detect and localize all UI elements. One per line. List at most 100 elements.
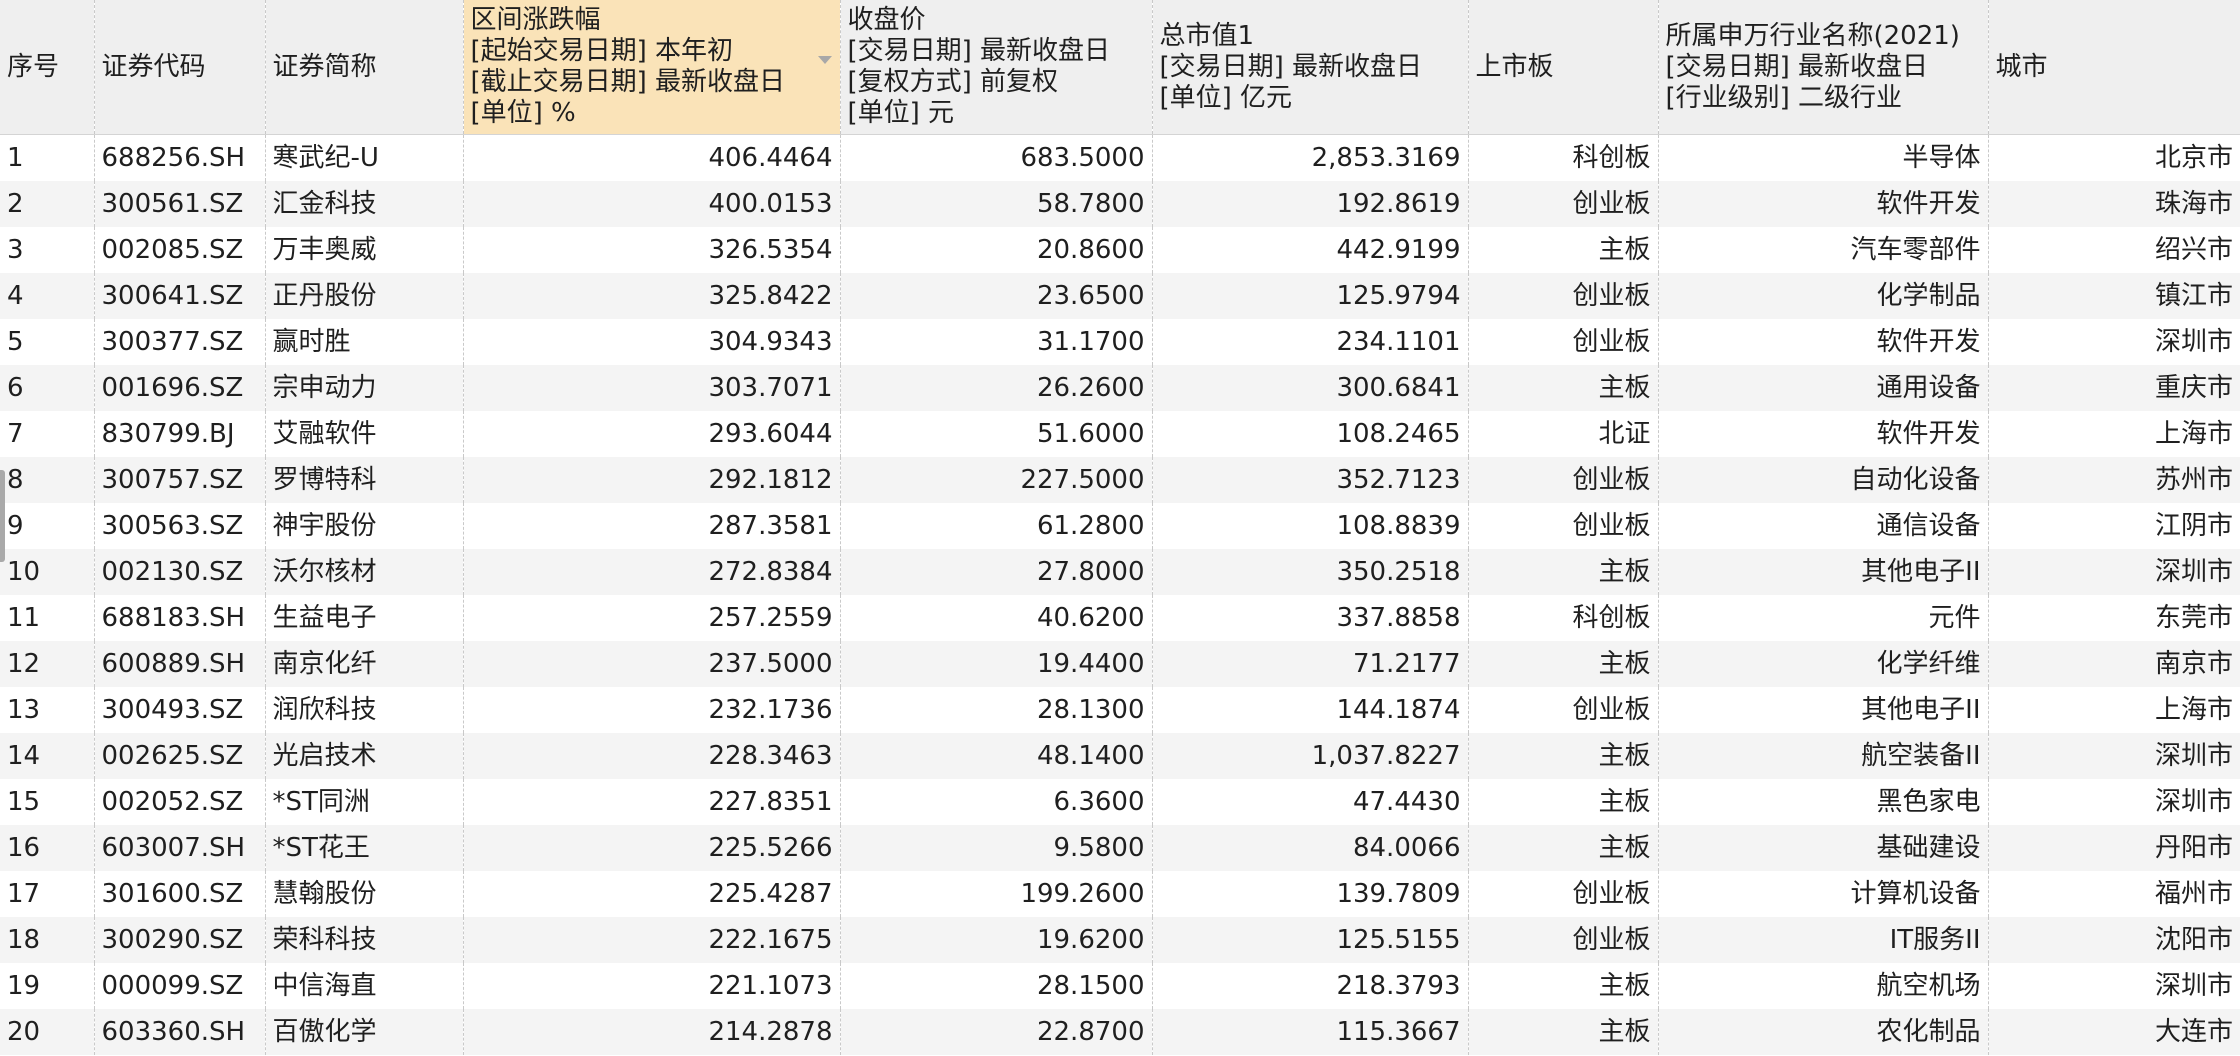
cell-name[interactable]: 寒武纪-U xyxy=(265,134,464,181)
cell-close-price[interactable]: 199.2600 xyxy=(840,871,1153,917)
cell-close-price[interactable]: 58.7800 xyxy=(840,181,1153,227)
cell-industry[interactable]: 计算机设备 xyxy=(1658,871,1989,917)
col-header-industry[interactable]: 所属申万行业名称(2021) [交易日期] 最新收盘日 [行业级别] 二级行业 xyxy=(1658,0,1989,135)
table-row[interactable]: 20 603360.SH 百傲化学 214.2878 22.8700 115.3667 主板… xyxy=(0,1009,2240,1055)
cell-board[interactable]: 科创板 xyxy=(1468,134,1659,181)
cell-city[interactable]: 深圳市 xyxy=(1988,733,2240,779)
cell-seq[interactable]: 14 xyxy=(0,733,95,779)
cell-seq[interactable]: 2 xyxy=(0,181,95,227)
cell-industry[interactable]: 航空装备II xyxy=(1658,733,1989,779)
cell-change-pct[interactable]: 303.7071 xyxy=(463,365,841,411)
cell-city[interactable]: 丹阳市 xyxy=(1988,825,2240,871)
cell-seq[interactable]: 15 xyxy=(0,779,95,825)
cell-name[interactable]: *ST同洲 xyxy=(265,779,464,825)
cell-market-cap[interactable]: 218.3793 xyxy=(1152,963,1469,1009)
cell-change-pct[interactable]: 257.2559 xyxy=(463,595,841,641)
cell-industry[interactable]: 通用设备 xyxy=(1658,365,1989,411)
cell-code[interactable]: 830799.BJ xyxy=(94,411,266,457)
col-header-name[interactable]: 证券简称 xyxy=(265,0,464,135)
cell-city[interactable]: 珠海市 xyxy=(1988,181,2240,227)
cell-seq[interactable]: 10 xyxy=(0,549,95,595)
cell-code[interactable]: 301600.SZ xyxy=(94,871,266,917)
cell-code[interactable]: 002052.SZ xyxy=(94,779,266,825)
cell-seq[interactable]: 6 xyxy=(0,365,95,411)
cell-city[interactable]: 南京市 xyxy=(1988,641,2240,687)
cell-name[interactable]: 罗博特科 xyxy=(265,457,464,503)
cell-code[interactable]: 688183.SH xyxy=(94,595,266,641)
cell-market-cap[interactable]: 108.2465 xyxy=(1152,411,1469,457)
table-row[interactable]: 3 002085.SZ 万丰奥威 326.5354 20.8600 442.9199 主板汽… xyxy=(0,227,2240,273)
cell-industry[interactable]: 基础建设 xyxy=(1658,825,1989,871)
cell-code[interactable]: 300641.SZ xyxy=(94,273,266,319)
cell-board[interactable]: 主板 xyxy=(1468,733,1659,779)
cell-seq[interactable]: 9 xyxy=(0,503,95,549)
cell-board[interactable]: 创业板 xyxy=(1468,181,1659,227)
cell-industry[interactable]: 汽车零部件 xyxy=(1658,227,1989,273)
col-header-change-pct[interactable]: 区间涨跌幅 [起始交易日期] 本年初 [截止交易日期] 最新收盘日 [单位] % xyxy=(463,0,841,135)
cell-name[interactable]: 中信海直 xyxy=(265,963,464,1009)
cell-change-pct[interactable]: 227.8351 xyxy=(463,779,841,825)
table-row[interactable]: 12 600889.SH 南京化纤 237.5000 19.4400 71.2177 主板化… xyxy=(0,641,2240,687)
cell-city[interactable]: 沈阳市 xyxy=(1988,917,2240,963)
cell-close-price[interactable]: 22.8700 xyxy=(840,1009,1153,1055)
cell-code[interactable]: 002085.SZ xyxy=(94,227,266,273)
col-header-board[interactable]: 上市板 xyxy=(1468,0,1659,135)
cell-industry[interactable]: 软件开发 xyxy=(1658,181,1989,227)
cell-seq[interactable]: 18 xyxy=(0,917,95,963)
cell-industry[interactable]: 通信设备 xyxy=(1658,503,1989,549)
cell-industry[interactable]: 航空机场 xyxy=(1658,963,1989,1009)
cell-name[interactable]: 汇金科技 xyxy=(265,181,464,227)
cell-city[interactable]: 福州市 xyxy=(2154,879,2233,909)
cell-city[interactable]: 苏州市 xyxy=(1988,457,2240,503)
cell-city[interactable]: 大连市 xyxy=(1988,1009,2240,1055)
cell-seq[interactable]: 5 xyxy=(0,319,95,365)
cell-close-price[interactable]: 28.1500 xyxy=(840,963,1153,1009)
cell-board[interactable]: 主板 xyxy=(1468,227,1659,273)
cell-industry[interactable]: 化学纤维 xyxy=(1658,641,1989,687)
table-row[interactable]: 13 300493.SZ 润欣科技 232.1736 28.1300 144.1874 创业… xyxy=(0,687,2240,733)
table-row[interactable]: 10 002130.SZ 沃尔核材 272.8384 27.8000 350.2518 主板… xyxy=(0,549,2240,595)
cell-close-price[interactable]: 48.1400 xyxy=(840,733,1153,779)
cell-board[interactable]: 创业板 xyxy=(1468,503,1659,549)
cell-seq[interactable]: 11 xyxy=(0,595,95,641)
table-row[interactable]: 17 301600.SZ 慧翰股份 225.4287 199.2600 139.7809 创… xyxy=(0,871,2240,917)
cell-change-pct[interactable]: 222.1675 xyxy=(463,917,841,963)
cell-board[interactable]: 创业板 xyxy=(1468,687,1659,733)
cell-name[interactable]: 润欣科技 xyxy=(265,687,464,733)
cell-code[interactable]: 603007.SH xyxy=(94,825,266,871)
cell-change-pct[interactable]: 292.1812 xyxy=(463,457,841,503)
cell-market-cap[interactable]: 47.4430 xyxy=(1152,779,1469,825)
cell-board[interactable]: 创业板 xyxy=(1468,871,1659,917)
cell-change-pct[interactable]: 304.9343 xyxy=(463,319,841,365)
cell-close-price[interactable]: 19.4400 xyxy=(840,641,1153,687)
table-row[interactable]: 5 300377.SZ 赢时胜 304.9343 31.1700 234.1101 创业板软… xyxy=(0,319,2240,365)
table-row[interactable]: 7 830799.BJ 艾融软件 293.6044 51.6000 108.2465 北证软… xyxy=(0,411,2240,457)
cell-name[interactable]: 万丰奥威 xyxy=(265,227,464,273)
cell-board[interactable]: 主板 xyxy=(1468,779,1659,825)
cell-industry[interactable]: 元件 xyxy=(1658,595,1989,641)
cell-city[interactable]: 上海市 xyxy=(2154,419,2233,449)
cell-name[interactable]: *ST花王 xyxy=(265,825,464,871)
table-row[interactable]: 18 300290.SZ 荣科科技 222.1675 19.6200 125.5155 创业… xyxy=(0,917,2240,963)
cell-seq[interactable]: 1 xyxy=(0,134,95,181)
col-header-close-price[interactable]: 收盘价 [交易日期] 最新收盘日 [复权方式] 前复权 [单位] 元 xyxy=(840,0,1153,135)
cell-market-cap[interactable]: 71.2177 xyxy=(1152,641,1469,687)
cell-code[interactable]: 300377.SZ xyxy=(94,319,266,365)
cell-change-pct[interactable]: 225.4287 xyxy=(463,871,841,917)
cell-seq[interactable]: 13 xyxy=(0,687,95,733)
cell-close-price[interactable]: 40.6200 xyxy=(840,595,1153,641)
cell-industry[interactable]: 黑色家电 xyxy=(1658,779,1989,825)
cell-code[interactable]: 600889.SH xyxy=(94,641,266,687)
cell-name[interactable]: 宗申动力 xyxy=(265,365,464,411)
cell-industry[interactable]: 化学制品 xyxy=(1658,273,1989,319)
table-row[interactable]: 14 002625.SZ 光启技术 228.3463 48.1400 1,037.8227… xyxy=(0,733,2240,779)
cell-close-price[interactable]: 227.5000 xyxy=(840,457,1153,503)
cell-change-pct[interactable]: 237.5000 xyxy=(463,641,841,687)
cell-change-pct[interactable]: 272.8384 xyxy=(463,549,841,595)
cell-board[interactable]: 主板 xyxy=(1468,641,1659,687)
cell-city[interactable]: 深圳市 xyxy=(1988,549,2240,595)
cell-market-cap[interactable]: 139.7809 xyxy=(1152,871,1469,917)
cell-close-price[interactable]: 6.3600 xyxy=(840,779,1153,825)
cell-market-cap[interactable]: 352.7123 xyxy=(1152,457,1469,503)
cell-market-cap[interactable]: 234.1101 xyxy=(1152,319,1469,365)
